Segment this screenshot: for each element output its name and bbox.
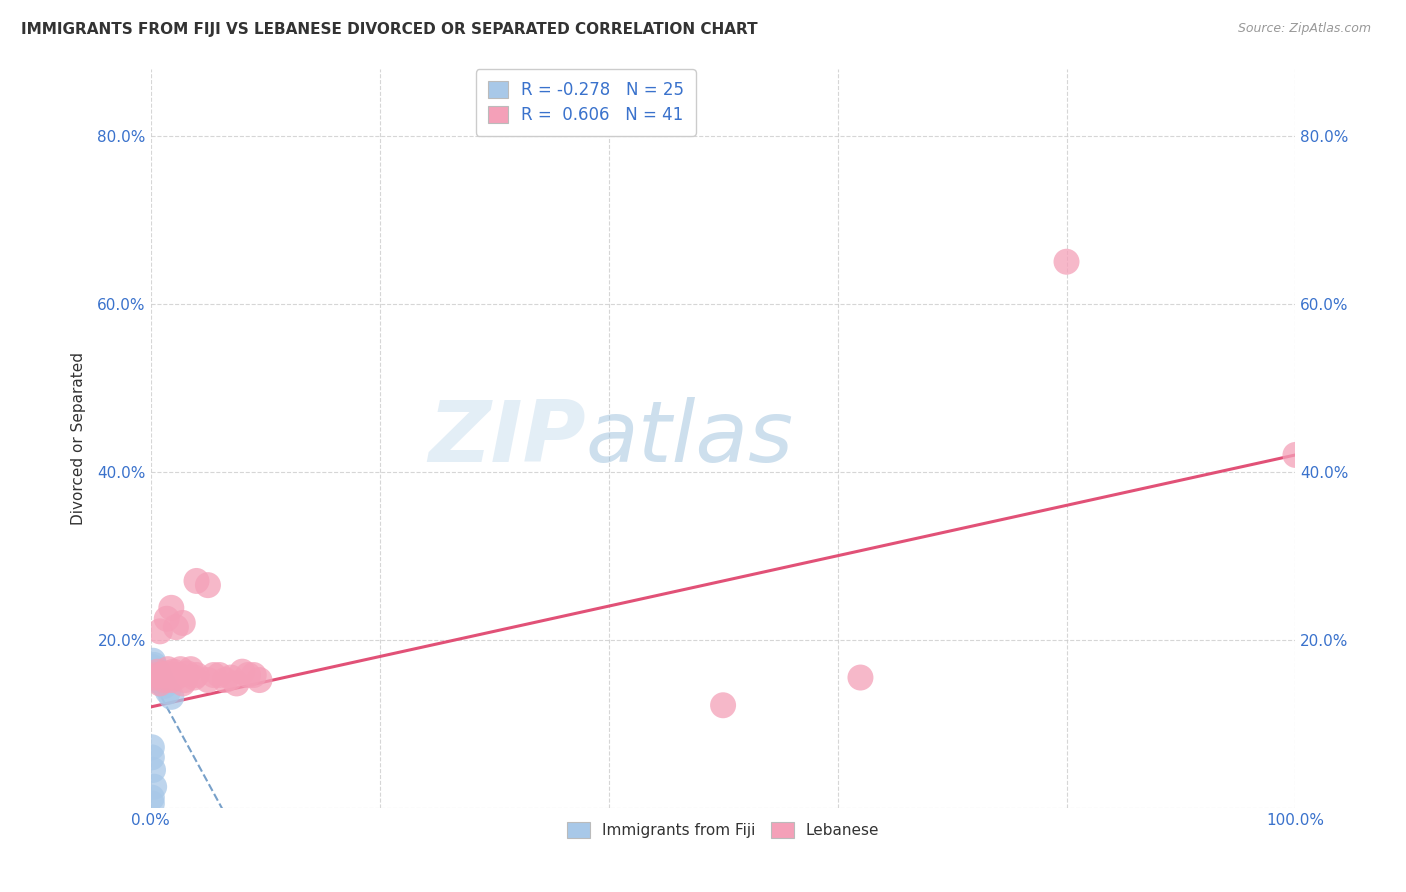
- Point: [148, 668, 170, 682]
- Point: [150, 668, 173, 682]
- Point: [156, 685, 179, 699]
- Point: [156, 662, 179, 676]
- Point: [242, 668, 264, 682]
- Point: [1056, 254, 1078, 268]
- Point: [167, 668, 190, 682]
- Point: [143, 780, 166, 794]
- Point: [150, 673, 173, 687]
- Point: [160, 600, 183, 615]
- Point: [197, 578, 219, 592]
- Point: [214, 673, 236, 687]
- Point: [143, 671, 166, 685]
- Point: [153, 673, 176, 687]
- Point: [141, 740, 163, 755]
- Point: [225, 676, 247, 690]
- Y-axis label: Divorced or Separated: Divorced or Separated: [72, 351, 86, 524]
- Point: [183, 671, 205, 685]
- Point: [149, 671, 172, 685]
- Point: [143, 657, 166, 672]
- Point: [142, 665, 165, 679]
- Point: [149, 624, 172, 639]
- Point: [165, 671, 187, 685]
- Point: [172, 676, 194, 690]
- Point: [142, 654, 165, 668]
- Point: [149, 676, 172, 690]
- Point: [219, 671, 242, 685]
- Point: [145, 668, 167, 682]
- Point: [153, 679, 176, 693]
- Point: [141, 750, 163, 764]
- Point: [236, 668, 259, 682]
- Point: [176, 666, 198, 681]
- Point: [174, 673, 197, 687]
- Point: [186, 668, 208, 682]
- Text: ZIP: ZIP: [427, 397, 586, 480]
- Point: [197, 673, 219, 687]
- Point: [180, 662, 202, 676]
- Point: [231, 665, 253, 679]
- Legend: Immigrants from Fiji, Lebanese: Immigrants from Fiji, Lebanese: [561, 816, 886, 845]
- Point: [157, 668, 180, 682]
- Text: atlas: atlas: [586, 397, 794, 480]
- Point: [169, 662, 191, 676]
- Point: [141, 790, 163, 805]
- Point: [162, 665, 184, 679]
- Point: [160, 690, 183, 704]
- Point: [186, 574, 208, 588]
- Point: [145, 671, 167, 685]
- Point: [156, 666, 179, 681]
- Point: [141, 797, 163, 811]
- Text: Source: ZipAtlas.com: Source: ZipAtlas.com: [1237, 22, 1371, 36]
- Point: [142, 668, 165, 682]
- Point: [711, 698, 734, 713]
- Point: [142, 763, 165, 777]
- Point: [172, 615, 194, 630]
- Point: [143, 666, 166, 681]
- Point: [165, 620, 187, 634]
- Point: [146, 665, 169, 679]
- Point: [143, 673, 166, 687]
- Point: [150, 676, 173, 690]
- Point: [141, 659, 163, 673]
- Point: [208, 668, 231, 682]
- Point: [160, 673, 183, 687]
- Point: [146, 665, 169, 679]
- Point: [202, 668, 225, 682]
- Point: [1284, 448, 1306, 462]
- Point: [145, 668, 167, 682]
- Text: IMMIGRANTS FROM FIJI VS LEBANESE DIVORCED OR SEPARATED CORRELATION CHART: IMMIGRANTS FROM FIJI VS LEBANESE DIVORCE…: [21, 22, 758, 37]
- Point: [143, 671, 166, 685]
- Point: [249, 673, 271, 687]
- Point: [143, 662, 166, 676]
- Point: [156, 612, 179, 626]
- Point: [849, 671, 872, 685]
